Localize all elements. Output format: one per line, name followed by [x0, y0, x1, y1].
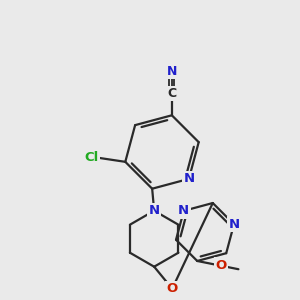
Text: Cl: Cl	[85, 151, 99, 164]
Text: N: N	[183, 172, 194, 185]
Text: O: O	[167, 282, 178, 295]
Text: N: N	[228, 218, 239, 231]
Text: N: N	[148, 204, 160, 217]
Text: O: O	[215, 259, 226, 272]
Text: N: N	[167, 65, 177, 78]
Text: C: C	[167, 87, 176, 100]
Text: N: N	[178, 204, 189, 217]
